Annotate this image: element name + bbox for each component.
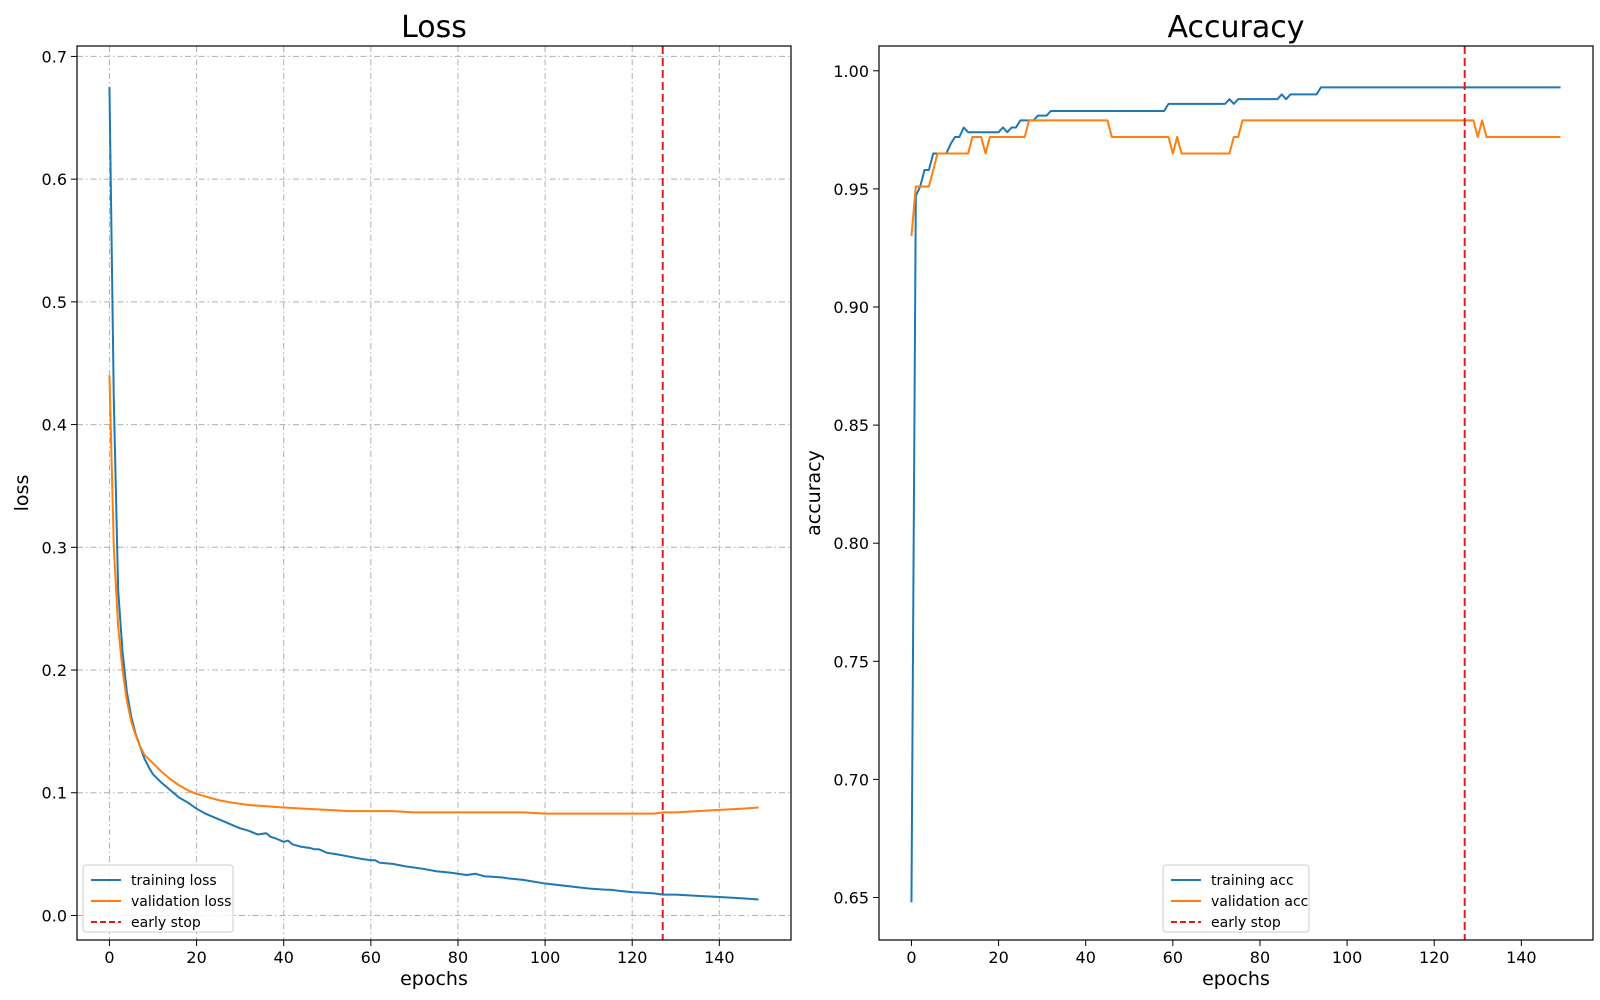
accuracy-ytick-label: 0.75 bbox=[833, 652, 869, 671]
loss-legend: training loss validation loss early stop bbox=[82, 864, 234, 933]
loss-xtick-label: 80 bbox=[448, 948, 468, 967]
accuracy-legend-label: validation acc bbox=[1211, 894, 1308, 910]
loss-ytick-label: 0.3 bbox=[42, 538, 67, 557]
accuracy-legend-label: training acc bbox=[1211, 873, 1294, 889]
accuracy-xtick-label: 120 bbox=[1419, 948, 1450, 967]
loss-series-line-validation-loss bbox=[108, 375, 759, 815]
accuracy-series-line-training-acc bbox=[910, 86, 1561, 903]
loss-axes-frame bbox=[76, 45, 792, 941]
loss-xtick-label: 120 bbox=[617, 948, 648, 967]
accuracy-series-line-validation-acc bbox=[910, 119, 1561, 237]
accuracy-legend: training acc validation acc early stop bbox=[1162, 864, 1310, 933]
accuracy-xtick-label: 60 bbox=[1163, 948, 1183, 967]
loss-xtick-label: 140 bbox=[704, 948, 735, 967]
accuracy-ytick-label: 0.90 bbox=[833, 298, 869, 317]
loss-ytick-label: 0.1 bbox=[42, 784, 67, 803]
loss-y-axis-label: loss bbox=[11, 475, 33, 512]
loss-xtick-label: 100 bbox=[530, 948, 561, 967]
accuracy-ytick-label: 0.65 bbox=[833, 888, 869, 907]
accuracy-legend-box bbox=[1162, 864, 1310, 933]
loss-ytick-label: 0.0 bbox=[42, 906, 67, 925]
accuracy-xtick-label: 80 bbox=[1250, 948, 1270, 967]
loss-x-axis-label: epochs bbox=[400, 968, 468, 990]
loss-ytick-label: 0.2 bbox=[42, 661, 67, 680]
accuracy-xtick-label: 40 bbox=[1076, 948, 1096, 967]
loss-chart: 0 20 40 60 80 100 120 140 0.0 0.1 0.2 0.3 0.4 0.5 0.6 0… bbox=[11, 10, 792, 990]
loss-xtick-label: 0 bbox=[104, 948, 114, 967]
loss-legend-label: training loss bbox=[131, 873, 217, 889]
loss-series-line-training-loss bbox=[108, 87, 759, 901]
accuracy-xtick-label: 100 bbox=[1332, 948, 1363, 967]
accuracy-axes-frame bbox=[878, 45, 1594, 941]
loss-ytick-label: 0.7 bbox=[42, 47, 67, 66]
loss-ytick-label: 0.5 bbox=[42, 293, 67, 312]
accuracy-ytick-label: 0.70 bbox=[833, 770, 869, 789]
accuracy-xtick-label: 0 bbox=[906, 948, 916, 967]
accuracy-xtick-label: 140 bbox=[1506, 948, 1537, 967]
loss-chart-title: Loss bbox=[401, 10, 467, 45]
loss-xtick-label: 20 bbox=[186, 948, 206, 967]
loss-xtick-label: 40 bbox=[274, 948, 294, 967]
loss-ytick-label: 0.6 bbox=[42, 170, 67, 189]
loss-ytick-label: 0.4 bbox=[42, 416, 67, 435]
accuracy-chart-title: Accuracy bbox=[1168, 10, 1305, 45]
accuracy-ytick-label: 0.80 bbox=[833, 534, 869, 553]
accuracy-ytick-label: 0.95 bbox=[833, 180, 869, 199]
accuracy-xtick-label: 20 bbox=[988, 948, 1008, 967]
accuracy-y-axis-label: accuracy bbox=[803, 450, 825, 536]
accuracy-chart: 0 20 40 60 80 100 120 140 0.65 0.70 0.75 0.80 0.85 0.… bbox=[803, 10, 1594, 990]
accuracy-ytick-label: 1.00 bbox=[833, 62, 869, 81]
loss-legend-label: validation loss bbox=[131, 894, 231, 910]
accuracy-legend-label: early stop bbox=[1211, 915, 1281, 931]
loss-legend-box bbox=[82, 864, 234, 933]
loss-xtick-label: 60 bbox=[361, 948, 381, 967]
loss-legend-label: early stop bbox=[131, 915, 201, 931]
accuracy-ytick-label: 0.85 bbox=[833, 416, 869, 435]
accuracy-x-axis-label: epochs bbox=[1202, 968, 1270, 990]
